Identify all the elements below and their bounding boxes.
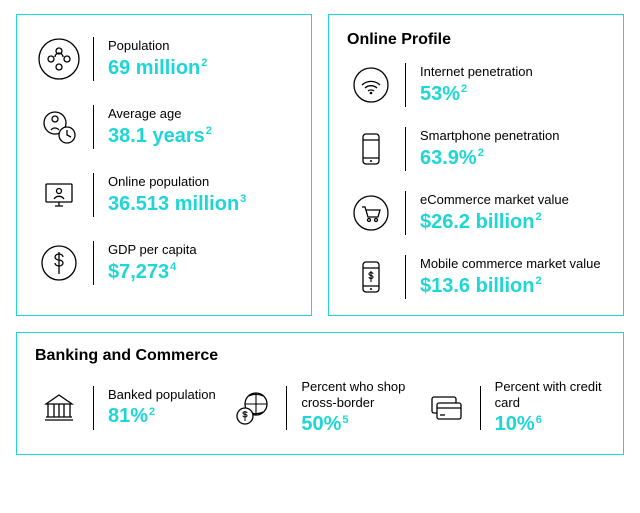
online-profile-panel: Online Profile Internet penetration 53%2… xyxy=(328,14,624,316)
globe-dollar-icon xyxy=(228,386,276,430)
stat-value: 81%2 xyxy=(108,404,216,428)
stat-mobile-commerce-value: Mobile commerce market value $13.6 billi… xyxy=(347,255,605,299)
panel-title: Banking and Commerce xyxy=(35,347,605,365)
stat-label: Mobile commerce market value xyxy=(420,256,601,272)
dollar-icon xyxy=(35,241,83,285)
divider xyxy=(93,173,94,217)
stat-label: Internet penetration xyxy=(420,64,533,80)
credit-cards-icon xyxy=(422,386,470,430)
divider xyxy=(405,255,406,299)
stat-average-age: Average age 38.1 years2 xyxy=(35,105,293,149)
stat-online-population: Online population 36.513 million3 xyxy=(35,173,293,217)
divider xyxy=(405,127,406,171)
stat-value: 36.513 million3 xyxy=(108,192,246,216)
cart-icon xyxy=(347,191,395,235)
stat-smartphone-penetration: Smartphone penetration 63.9%2 xyxy=(347,127,605,171)
stat-label: Smartphone penetration xyxy=(420,128,559,144)
stat-internet-penetration: Internet penetration 53%2 xyxy=(347,63,605,107)
stat-value: 38.1 years2 xyxy=(108,124,212,148)
divider xyxy=(405,191,406,235)
panel-title: Online Profile xyxy=(347,31,605,49)
stat-value: $7,2734 xyxy=(108,260,197,284)
stat-label: eCommerce market value xyxy=(420,192,569,208)
stat-value: 50%5 xyxy=(301,412,411,436)
phone-dollar-icon xyxy=(347,255,395,299)
stat-population: Population 69 million2 xyxy=(35,37,293,81)
phone-icon xyxy=(347,127,395,171)
online-monitor-icon xyxy=(35,173,83,217)
stat-gdp-per-capita: GDP per capita $7,2734 xyxy=(35,241,293,285)
stat-cross-border: Percent who shop cross-border 50%5 xyxy=(228,379,411,436)
stat-banked-population: Banked population 81%2 xyxy=(35,379,218,436)
stat-value: 53%2 xyxy=(420,82,533,106)
stat-credit-card: Percent with credit card 10%6 xyxy=(422,379,605,436)
stat-value: $13.6 billion2 xyxy=(420,274,601,298)
demographics-panel: Population 69 million2 Average age 38.1 … xyxy=(16,14,312,316)
stat-label: Population xyxy=(108,38,207,54)
divider xyxy=(286,386,287,430)
stat-ecommerce-value: eCommerce market value $26.2 billion2 xyxy=(347,191,605,235)
banking-panel: Banking and Commerce Banked population 8… xyxy=(16,332,624,455)
stat-value: 69 million2 xyxy=(108,56,207,80)
divider xyxy=(480,386,481,430)
wifi-icon xyxy=(347,63,395,107)
stat-value: 10%6 xyxy=(495,412,605,436)
stat-label: Percent who shop cross-border xyxy=(301,379,411,410)
divider xyxy=(93,241,94,285)
stat-value: 63.9%2 xyxy=(420,146,559,170)
stat-value: $26.2 billion2 xyxy=(420,210,569,234)
people-icon xyxy=(35,37,83,81)
stat-label: Percent with credit card xyxy=(495,379,605,410)
stat-label: Average age xyxy=(108,106,212,122)
stat-label: GDP per capita xyxy=(108,242,197,258)
bank-icon xyxy=(35,386,83,430)
stat-label: Online population xyxy=(108,174,246,190)
stat-label: Banked population xyxy=(108,387,216,403)
divider xyxy=(93,386,94,430)
divider xyxy=(93,37,94,81)
divider xyxy=(93,105,94,149)
age-clock-icon xyxy=(35,105,83,149)
divider xyxy=(405,63,406,107)
